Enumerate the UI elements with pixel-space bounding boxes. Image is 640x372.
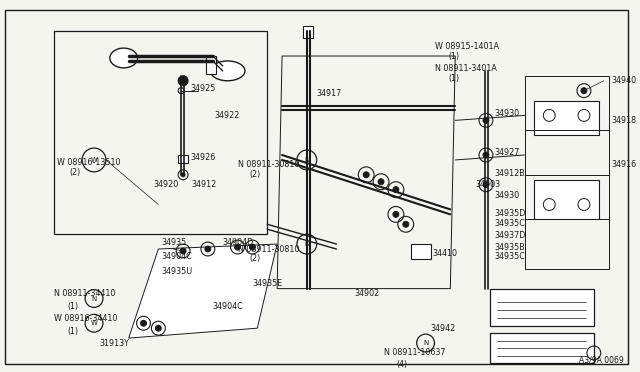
Text: (2): (2) xyxy=(250,170,260,179)
Text: 34942: 34942 xyxy=(431,324,456,333)
Text: 34927: 34927 xyxy=(495,148,520,157)
Text: W: W xyxy=(91,320,97,326)
Bar xyxy=(534,100,599,135)
Circle shape xyxy=(181,173,185,177)
Circle shape xyxy=(483,182,489,187)
Polygon shape xyxy=(129,244,277,338)
Circle shape xyxy=(483,152,489,158)
Text: 34935: 34935 xyxy=(161,238,187,247)
Text: 34935C: 34935C xyxy=(495,253,525,262)
Bar xyxy=(206,56,216,74)
Text: (1): (1) xyxy=(449,52,460,61)
Text: 34902: 34902 xyxy=(355,289,380,298)
Circle shape xyxy=(403,221,409,227)
Circle shape xyxy=(141,320,147,326)
Text: 34926: 34926 xyxy=(190,154,215,163)
Circle shape xyxy=(250,244,255,250)
Bar xyxy=(490,333,594,363)
Bar xyxy=(534,180,599,219)
Text: (1): (1) xyxy=(67,302,79,311)
Circle shape xyxy=(393,187,399,193)
Circle shape xyxy=(178,76,188,86)
Text: 34904D: 34904D xyxy=(223,238,254,247)
Circle shape xyxy=(393,211,399,217)
Text: A3/9A 0069: A3/9A 0069 xyxy=(579,355,624,364)
Text: 34920: 34920 xyxy=(154,180,179,189)
Text: 34904C: 34904C xyxy=(212,302,244,311)
Text: N: N xyxy=(304,157,309,163)
Bar xyxy=(178,155,188,163)
Text: N: N xyxy=(423,340,428,346)
Text: 34912B: 34912B xyxy=(495,169,525,178)
Text: W 08915-1401A: W 08915-1401A xyxy=(435,42,499,51)
Text: (2): (2) xyxy=(250,254,260,263)
Text: (1): (1) xyxy=(67,327,79,336)
Text: 34917: 34917 xyxy=(317,89,342,98)
Text: 34940: 34940 xyxy=(612,76,637,85)
Text: N 08911-30810: N 08911-30810 xyxy=(237,160,299,169)
Text: 34935E: 34935E xyxy=(252,279,283,288)
Text: 34916: 34916 xyxy=(612,160,637,169)
Text: (4): (4) xyxy=(396,360,407,369)
Circle shape xyxy=(180,248,186,254)
Circle shape xyxy=(156,325,161,331)
Text: 34903: 34903 xyxy=(475,180,500,189)
Text: N: N xyxy=(304,241,309,247)
Text: N: N xyxy=(92,295,97,301)
Text: N 08911-30810: N 08911-30810 xyxy=(237,244,299,253)
Text: 34935B: 34935B xyxy=(495,243,525,251)
Circle shape xyxy=(483,118,489,124)
Text: 34930: 34930 xyxy=(495,109,520,118)
Text: 34935D: 34935D xyxy=(495,209,526,218)
Bar xyxy=(490,289,594,326)
Ellipse shape xyxy=(211,61,245,81)
Text: 34918: 34918 xyxy=(612,116,637,125)
Ellipse shape xyxy=(110,48,138,68)
Text: 34912: 34912 xyxy=(191,180,216,189)
Text: 34410: 34410 xyxy=(433,250,458,259)
Text: 34925: 34925 xyxy=(190,84,216,93)
Text: 34935U: 34935U xyxy=(161,267,193,276)
Circle shape xyxy=(235,244,241,250)
Bar xyxy=(54,31,268,234)
Text: 31913Y: 31913Y xyxy=(99,339,129,347)
Text: 34930: 34930 xyxy=(495,191,520,200)
Circle shape xyxy=(364,172,369,178)
Circle shape xyxy=(205,246,211,252)
Text: 34904C: 34904C xyxy=(161,253,192,262)
Text: N 08911-10637: N 08911-10637 xyxy=(384,349,445,357)
Bar xyxy=(411,244,431,259)
Circle shape xyxy=(378,179,384,185)
Text: (2): (2) xyxy=(69,168,81,177)
Text: W: W xyxy=(91,157,97,163)
Bar xyxy=(303,26,313,38)
Text: N 08911-34410: N 08911-34410 xyxy=(54,289,116,298)
Text: (1): (1) xyxy=(449,74,460,83)
Text: 34935C: 34935C xyxy=(495,219,525,228)
Text: 34922: 34922 xyxy=(215,111,240,120)
Text: 34937D: 34937D xyxy=(495,231,526,240)
Text: N 08911-3401A: N 08911-3401A xyxy=(435,64,497,73)
Text: W 08916-13510: W 08916-13510 xyxy=(58,158,121,167)
Text: W 08916-34410: W 08916-34410 xyxy=(54,314,118,323)
Circle shape xyxy=(581,88,587,94)
